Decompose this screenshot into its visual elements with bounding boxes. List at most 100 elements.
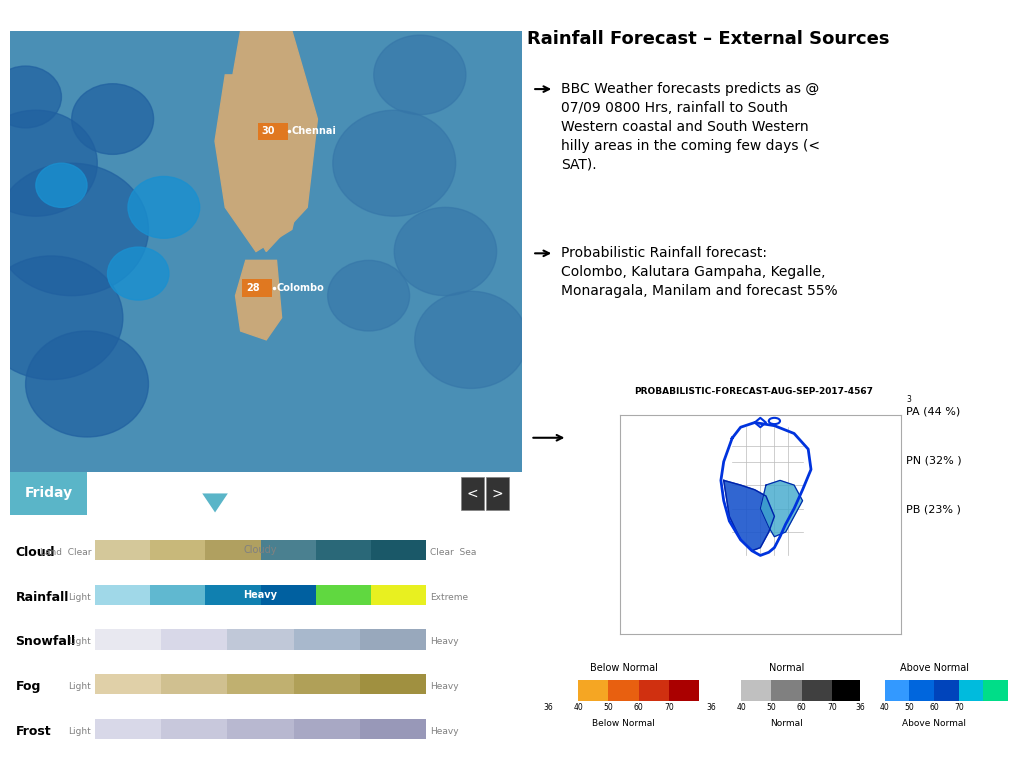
- Bar: [608, 680, 639, 700]
- Polygon shape: [724, 481, 774, 551]
- Bar: [741, 680, 771, 700]
- Bar: [802, 680, 833, 700]
- Text: Light: Light: [69, 593, 91, 602]
- Circle shape: [415, 291, 527, 389]
- Text: 36: 36: [855, 703, 865, 712]
- Text: Above Normal: Above Normal: [902, 719, 966, 728]
- Text: Colombo: Colombo: [276, 283, 325, 293]
- Text: Normal: Normal: [769, 664, 804, 674]
- Bar: [95, 719, 162, 739]
- Polygon shape: [10, 31, 522, 472]
- Text: 70: 70: [827, 703, 837, 712]
- Bar: [151, 540, 206, 560]
- Bar: [162, 674, 227, 694]
- Circle shape: [26, 331, 148, 437]
- Text: 30: 30: [261, 127, 274, 137]
- Bar: [909, 680, 934, 700]
- Text: Above Normal: Above Normal: [900, 664, 969, 674]
- Circle shape: [0, 256, 123, 379]
- Bar: [548, 680, 579, 700]
- Bar: [95, 674, 162, 694]
- Text: 70: 70: [665, 703, 674, 712]
- Text: Clear  Sea: Clear Sea: [430, 548, 476, 557]
- Polygon shape: [215, 75, 307, 252]
- Circle shape: [128, 177, 200, 238]
- Text: PA (44 %): PA (44 %): [906, 406, 961, 417]
- Bar: [95, 540, 151, 560]
- Text: Below Normal: Below Normal: [590, 664, 657, 674]
- Text: 40: 40: [736, 703, 746, 712]
- Bar: [958, 680, 983, 700]
- Text: Heavy: Heavy: [430, 682, 459, 691]
- Bar: [95, 630, 162, 650]
- Bar: [260, 584, 315, 605]
- Circle shape: [0, 164, 148, 296]
- Bar: [860, 680, 885, 700]
- Polygon shape: [203, 494, 228, 512]
- Text: SUN: SUN: [358, 479, 379, 489]
- Bar: [771, 680, 802, 700]
- Bar: [162, 719, 227, 739]
- Text: Fog: Fog: [15, 680, 41, 694]
- Text: THU: THU: [128, 479, 148, 489]
- Polygon shape: [225, 31, 317, 252]
- Text: Friday: Friday: [25, 486, 73, 501]
- Circle shape: [0, 111, 97, 217]
- Bar: [669, 680, 699, 700]
- Polygon shape: [721, 422, 811, 555]
- Bar: [359, 674, 426, 694]
- Text: Cloud: Cloud: [15, 546, 55, 559]
- Bar: [711, 680, 741, 700]
- Text: Heavy: Heavy: [430, 727, 459, 736]
- Polygon shape: [236, 260, 282, 340]
- Text: 60: 60: [797, 703, 807, 712]
- Text: Frost: Frost: [15, 725, 51, 738]
- Text: Light: Light: [69, 727, 91, 736]
- Bar: [315, 584, 371, 605]
- Text: 28: 28: [246, 283, 259, 293]
- Circle shape: [394, 207, 497, 296]
- Bar: [639, 680, 669, 700]
- Text: Heavy: Heavy: [430, 637, 459, 647]
- Circle shape: [769, 418, 780, 424]
- Text: >: >: [492, 486, 504, 501]
- Text: 70: 70: [954, 703, 964, 712]
- Circle shape: [72, 84, 154, 154]
- Circle shape: [0, 66, 61, 128]
- Bar: [227, 674, 294, 694]
- Text: PB (23% ): PB (23% ): [906, 505, 962, 515]
- Circle shape: [36, 163, 87, 207]
- Text: Heavy: Heavy: [244, 590, 278, 600]
- Circle shape: [328, 260, 410, 331]
- Text: 50: 50: [603, 703, 613, 712]
- Bar: [95, 584, 151, 605]
- Text: Rainfall Forecast – External Sources: Rainfall Forecast – External Sources: [527, 30, 890, 48]
- Bar: [833, 680, 862, 700]
- Bar: [151, 584, 206, 605]
- Text: FRI: FRI: [207, 479, 223, 489]
- Polygon shape: [760, 481, 803, 537]
- Bar: [315, 540, 371, 560]
- Bar: [461, 476, 484, 511]
- Text: Probabilistic Rainfall forecast:
Colombo, Kalutara Gampaha, Kegalle,
Monaragala,: Probabilistic Rainfall forecast: Colombo…: [561, 247, 838, 298]
- Text: Land  Clear: Land Clear: [40, 548, 91, 557]
- Text: 3: 3: [907, 395, 911, 404]
- Text: 36: 36: [543, 703, 553, 712]
- Text: Normal: Normal: [770, 719, 803, 728]
- Text: 50: 50: [904, 703, 914, 712]
- Text: BBC Weather forecasts predicts as @
07/09 0800 Hrs, rainfall to South
Western co: BBC Weather forecasts predicts as @ 07/0…: [561, 82, 820, 172]
- Bar: [227, 630, 294, 650]
- Bar: [983, 680, 1009, 700]
- Bar: [162, 630, 227, 650]
- FancyBboxPatch shape: [10, 472, 87, 515]
- Bar: [486, 476, 510, 511]
- Text: Snowfall: Snowfall: [15, 635, 76, 648]
- Circle shape: [108, 247, 169, 300]
- Text: 60: 60: [634, 703, 643, 712]
- Bar: [359, 719, 426, 739]
- Text: Rainfall: Rainfall: [15, 591, 69, 604]
- Bar: [206, 540, 260, 560]
- Text: 60: 60: [929, 703, 939, 712]
- Text: Chennai: Chennai: [292, 127, 337, 137]
- Text: 36: 36: [706, 703, 716, 712]
